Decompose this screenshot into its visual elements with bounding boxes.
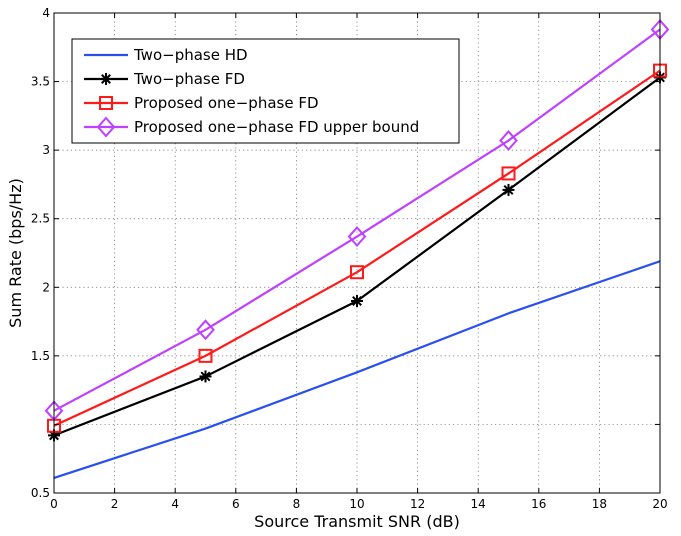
y-tick-label: 0.5 (31, 486, 50, 500)
series-line (53, 69, 661, 427)
square-marker (99, 96, 113, 110)
x-tick-label: 4 (171, 497, 179, 511)
y-axis-label: Sum Rate (bps/Hz) (6, 178, 25, 328)
diamond-marker (499, 130, 518, 152)
legend-label: Two−phase FD (133, 70, 245, 88)
x-tick-label: 14 (471, 497, 486, 511)
square-marker (350, 265, 364, 280)
x-tick-label: 2 (111, 497, 119, 511)
asterisk-stroke (101, 74, 111, 84)
asterisk-marker (351, 295, 363, 307)
square-marker (501, 166, 516, 181)
asterisk-marker (199, 370, 212, 383)
x-axis-label: Source Transmit SNR (dB) (254, 512, 460, 531)
x-tick-label: 6 (232, 497, 240, 511)
diamond-marker (96, 116, 116, 138)
series-none (53, 260, 661, 479)
y-tick-label: 3 (42, 143, 50, 157)
legend-entry: Two−phase HD (84, 46, 248, 64)
y-tick-label: 4 (42, 6, 50, 20)
x-tick-label: 16 (531, 497, 546, 511)
legend-entry: Proposed one−phase FD upper bound (84, 116, 419, 138)
legend-box (71, 38, 460, 144)
diamond-marker (196, 319, 215, 341)
legend: Two−phase HD Two−phase FD Proposed one−pha… (71, 38, 460, 144)
asterisk-stroke (503, 184, 514, 195)
legend-entry: Two−phase FD (84, 70, 245, 88)
y-tick-label: 2.5 (31, 212, 50, 226)
asterisk-stroke (352, 296, 362, 306)
y-tick-label: 2 (42, 280, 50, 294)
x-tick-label: 8 (293, 497, 301, 511)
x-tick-label: 20 (652, 497, 667, 511)
square-marker (198, 348, 213, 363)
x-tick-label: 0 (50, 497, 58, 511)
legend-entry: Proposed one−phase FD (84, 94, 319, 112)
asterisk-marker (502, 183, 515, 196)
legend-label: Proposed one−phase FD (134, 94, 319, 112)
asterisk-stroke (200, 371, 211, 382)
diamond-marker (347, 226, 367, 248)
legend-label: Two−phase HD (133, 46, 248, 64)
y-tick-label: 3.5 (31, 75, 50, 89)
y-tick-label: 1.5 (31, 349, 50, 363)
series-line (53, 260, 661, 479)
series-line (53, 28, 661, 412)
x-tick-label: 10 (349, 497, 364, 511)
series-layer (44, 18, 670, 479)
ticks: 0 2 4 6 8 10 12 14 16 18 20 0.5 1.5 2 2.5 3 3.5 4 (31, 6, 668, 511)
x-tick-label: 12 (410, 497, 425, 511)
x-tick-label: 18 (592, 497, 607, 511)
asterisk-marker (100, 73, 112, 85)
legend-label: Proposed one−phase FD upper bound (134, 118, 419, 136)
